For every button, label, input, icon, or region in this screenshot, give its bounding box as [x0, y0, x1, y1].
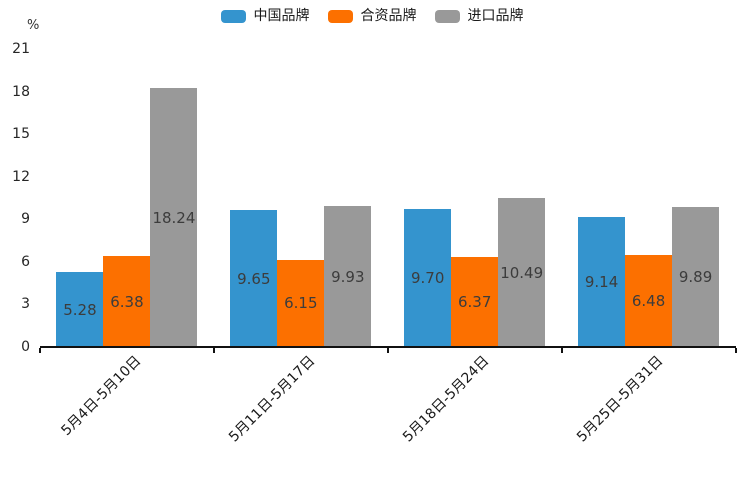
bar-value-label: 6.15: [284, 294, 318, 313]
x-axis-line: [40, 346, 736, 348]
legend-item-label: 进口品牌: [467, 8, 524, 24]
bar-进口品牌-0: [150, 88, 198, 347]
bar-进口品牌-3: [672, 206, 720, 347]
legend-item-2: 进口品牌: [434, 8, 524, 24]
bar-进口品牌-1: [324, 206, 372, 347]
bar-中国品牌-0: [56, 272, 104, 347]
legend-item-label: 合资品牌: [360, 8, 417, 24]
bar-value-label: 6.38: [110, 292, 144, 311]
y-tick-label: 15: [12, 126, 30, 143]
bar-value-label: 9.89: [678, 267, 713, 286]
bar-中国品牌-2: [404, 209, 452, 347]
bar-value-label: 5.28: [63, 300, 97, 319]
legend-swatch-icon: [327, 9, 353, 23]
y-tick-label: 21: [12, 41, 30, 57]
y-tick-label: 3: [21, 296, 30, 313]
x-axis-tick-mark: [560, 348, 563, 353]
bar-value-label: 9.65: [237, 269, 271, 288]
y-tick-label: 6: [21, 253, 30, 270]
legend-item-label: 中国品牌: [253, 8, 310, 24]
y-tick-label: 12: [12, 168, 30, 185]
legend-swatch-icon: [434, 9, 460, 23]
bar-value-label: 9.70: [410, 269, 445, 288]
x-tick-label: 5月18日-5月24日: [399, 353, 493, 446]
bar-中国品牌-1: [230, 210, 278, 347]
bar-合资品牌-0: [103, 256, 151, 347]
chart-legend: 中国品牌 合资品牌 进口品牌: [0, 6, 744, 26]
y-tick-label: 9: [21, 211, 30, 228]
legend-item-1: 合资品牌: [327, 8, 417, 24]
x-axis-tick-mark: [212, 348, 215, 353]
bar-value-label: 6.37: [457, 292, 492, 311]
bar-value-label: 9.14: [584, 273, 619, 292]
y-axis-unit-label: %: [27, 18, 40, 33]
bar-合资品牌-2: [451, 256, 499, 347]
legend-swatch-icon: [220, 9, 246, 23]
legend-item-0: 中国品牌: [220, 8, 310, 24]
x-tick-label: 5月11日-5月17日: [225, 353, 319, 446]
bar-合资品牌-1: [277, 259, 325, 347]
x-tick-label: 5月25日-5月31日: [573, 353, 666, 446]
x-tick-label: 5月4日-5月10日: [58, 353, 145, 439]
x-axis-tick-mark: [386, 348, 389, 353]
bar-value-label: 6.48: [631, 292, 666, 311]
x-axis-tick-mark: [39, 348, 41, 353]
x-axis-tick-mark: [734, 348, 737, 353]
bar-进口品牌-2: [498, 198, 546, 347]
y-tick-label: 0: [21, 339, 30, 355]
bar-value-label: 10.49: [500, 263, 544, 282]
bar-合资品牌-3: [625, 255, 673, 347]
bar-value-label: 18.24: [152, 208, 196, 227]
bar-value-label: 9.93: [331, 267, 365, 286]
bar-中国品牌-3: [578, 217, 626, 347]
y-tick-label: 18: [12, 83, 30, 100]
